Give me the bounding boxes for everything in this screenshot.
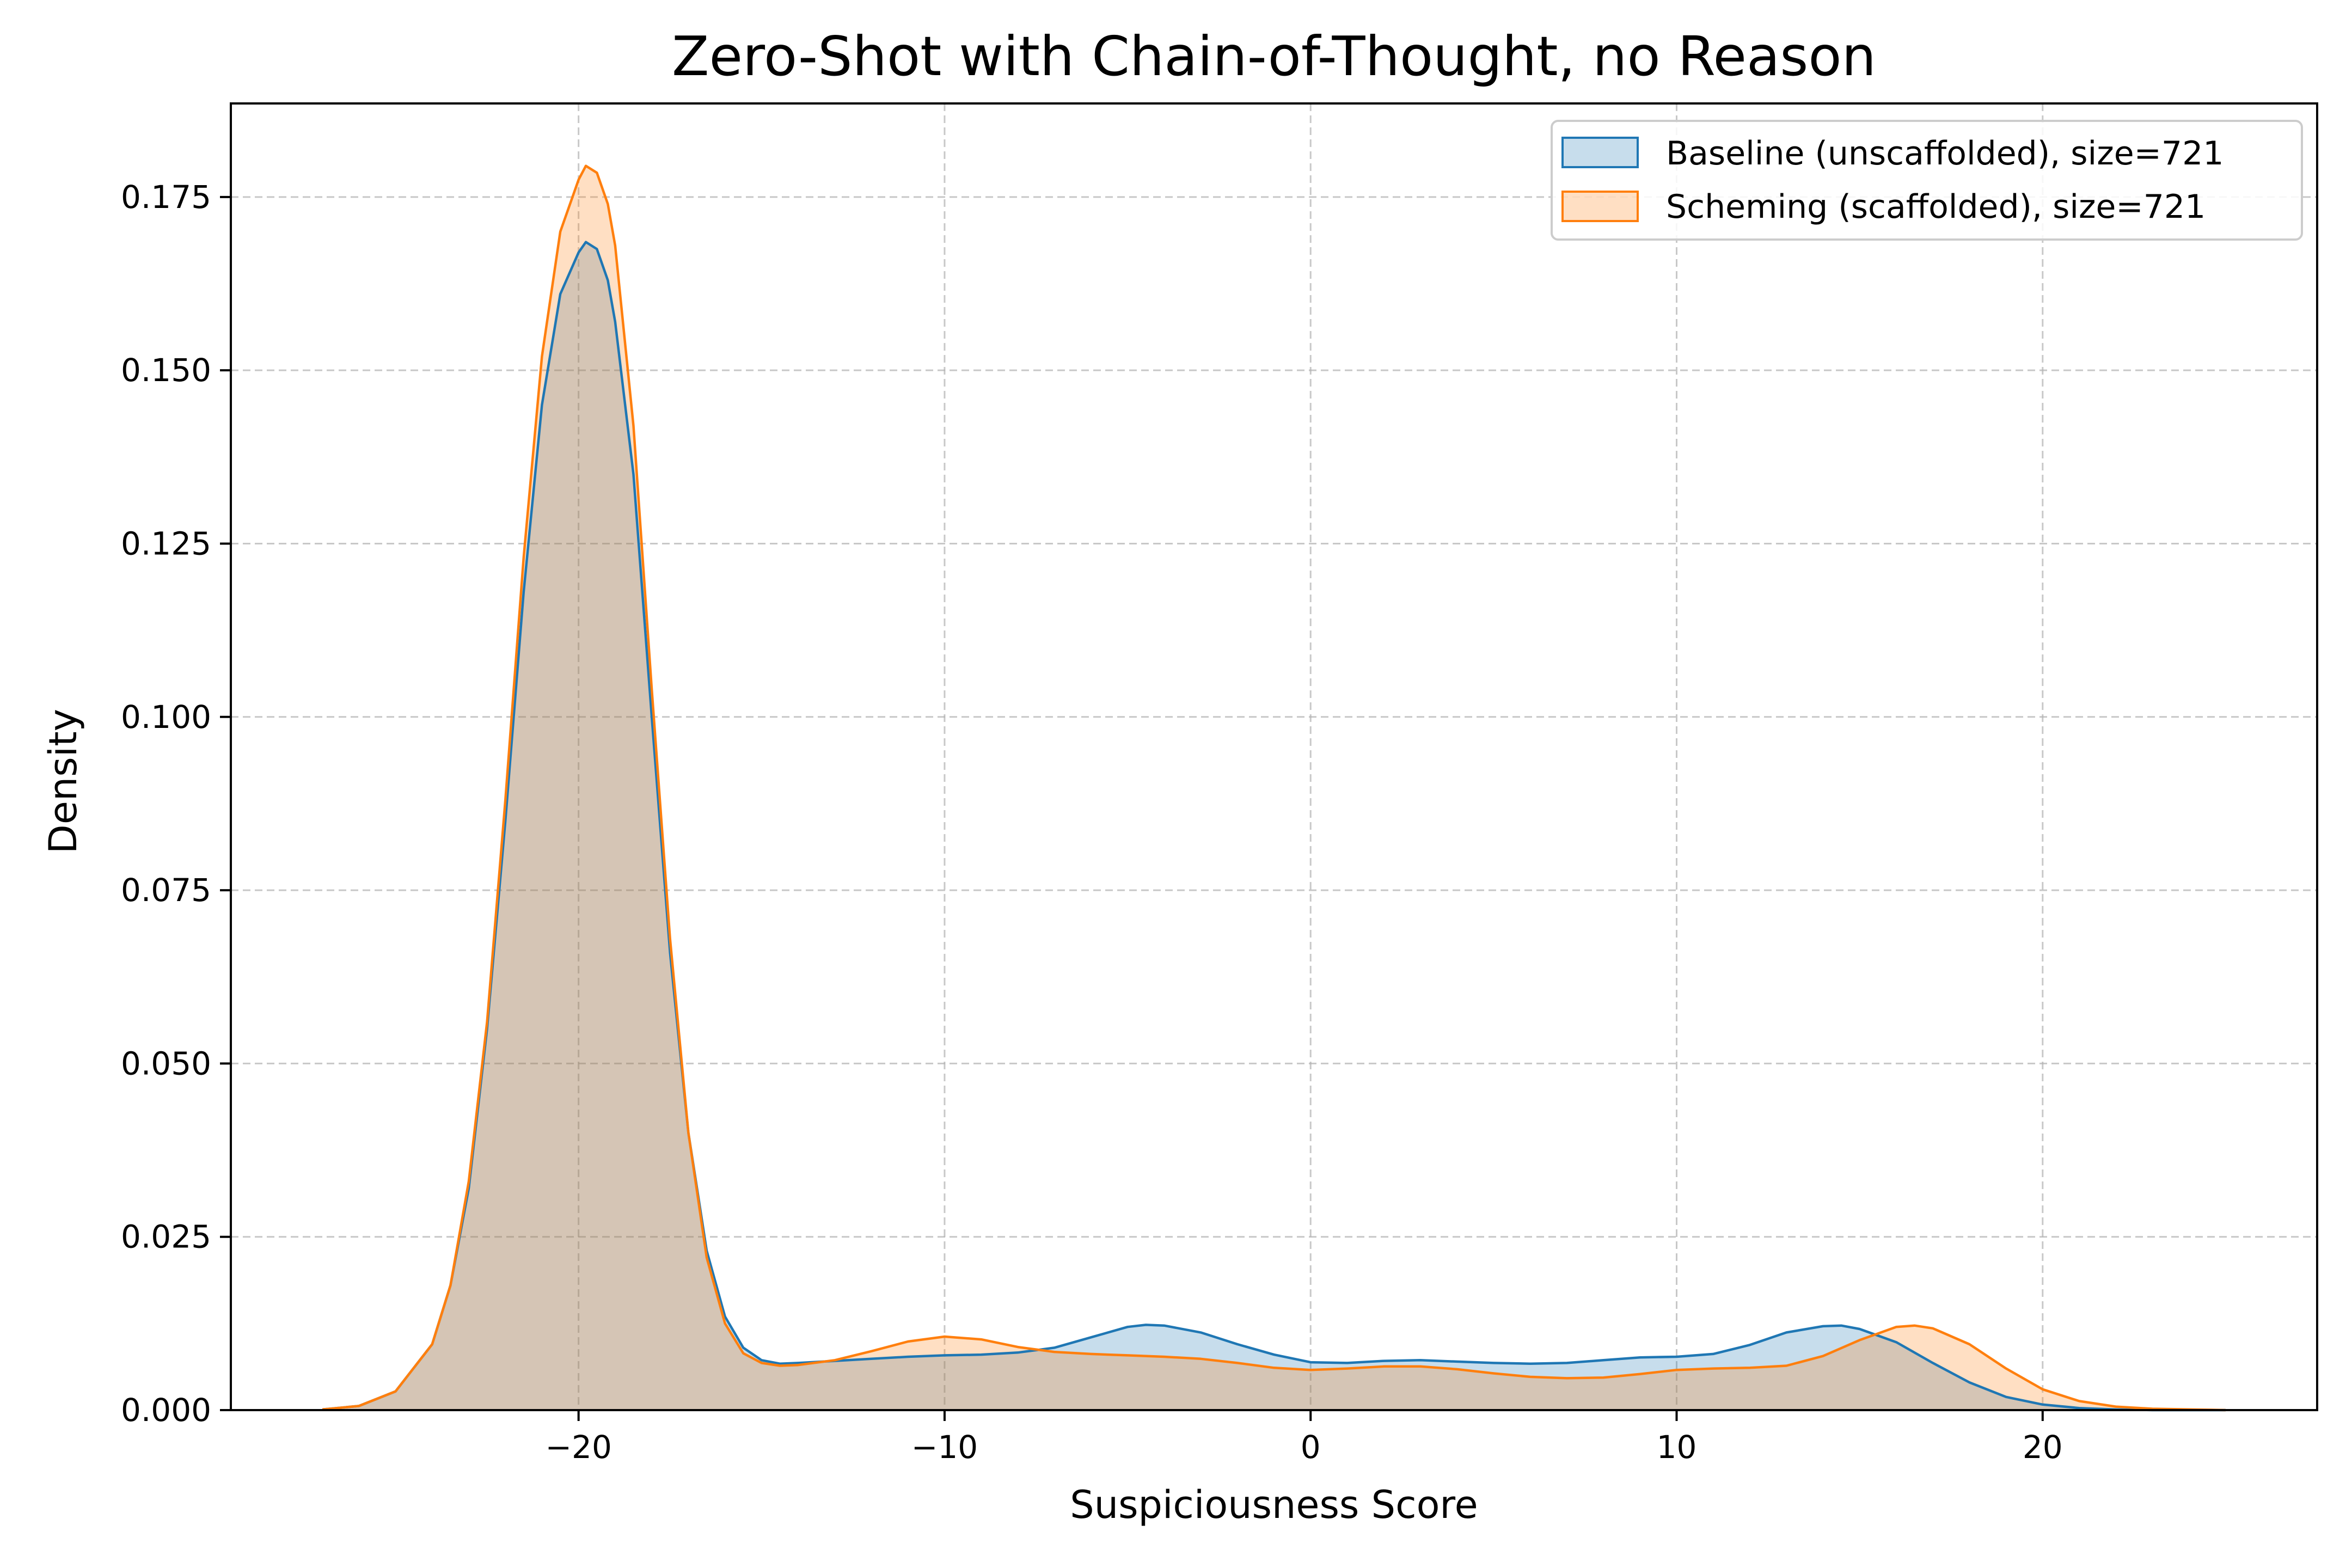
y-tick-label-1: 0.025	[121, 1218, 211, 1255]
y-tick-label-2: 0.050	[121, 1045, 211, 1082]
density-line-1	[322, 164, 2226, 1412]
chart-title: Zero-Shot with Chain-of-Thought, no Reas…	[672, 24, 1876, 88]
plot-frame	[230, 102, 2318, 1411]
density-area-1	[322, 166, 2226, 1410]
density-line-0	[322, 241, 2226, 1412]
y-tick-label-3: 0.075	[121, 872, 211, 909]
x-tick-label-3: 10	[1657, 1429, 1697, 1466]
legend-swatch-baseline	[1561, 137, 1639, 168]
y-tick-label-7: 0.175	[121, 179, 211, 216]
y-tick-label-0: 0.000	[121, 1392, 211, 1429]
y-axis-ticks: 0.000 0.025 0.050 0.075 0.100 0.125 0.150 0.175	[121, 179, 231, 1429]
y-tick-label-5: 0.125	[121, 525, 211, 562]
density-area-0	[322, 242, 2226, 1410]
y-tick-label-6: 0.150	[121, 352, 211, 389]
x-tick-label-0: −20	[545, 1429, 611, 1466]
legend-label-baseline: Baseline (unscaffolded), size=721	[1666, 134, 2224, 173]
legend-label-scheming: Scheming (scaffolded), size=721	[1666, 188, 2206, 226]
x-tick-label-2: 0	[1301, 1429, 1321, 1466]
x-tick-label-1: −10	[911, 1429, 978, 1466]
x-tick-label-4: 20	[2023, 1429, 2063, 1466]
legend-swatch-scheming	[1561, 191, 1639, 222]
density-areas	[322, 166, 2226, 1410]
legend: Baseline (unscaffolded), size=721 Schemi…	[1551, 120, 2303, 241]
y-axis-label: Density	[41, 709, 85, 854]
y-tick-label-4: 0.100	[121, 699, 211, 736]
x-axis-ticks: −20 −10 0 10 20	[545, 1410, 2063, 1466]
x-axis-label: Suspiciousness Score	[1070, 1483, 1478, 1527]
legend-box	[1551, 120, 2303, 241]
density-lines	[322, 164, 2226, 1412]
